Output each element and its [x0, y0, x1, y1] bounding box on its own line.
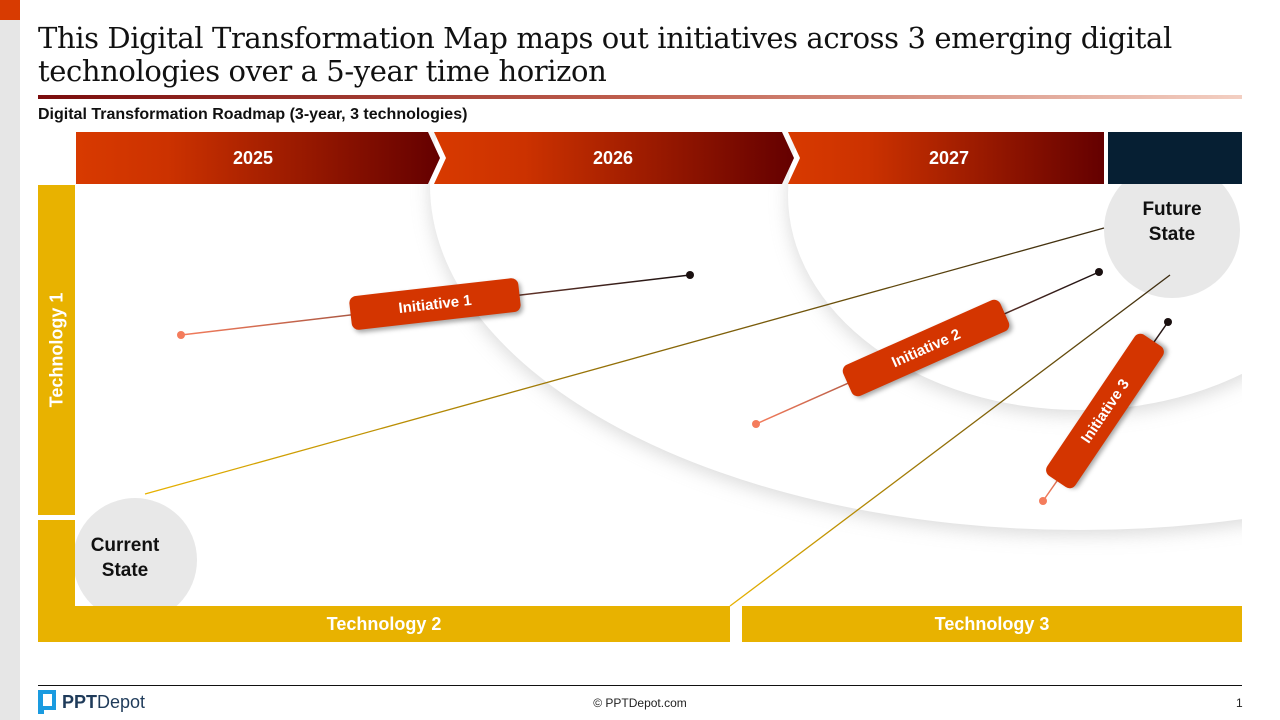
current-to-future-line — [144, 227, 1105, 495]
tech2-to-future-line — [729, 274, 1171, 607]
initiative-2-start-dot — [752, 420, 760, 428]
slide-title: This Digital Transformation Map maps out… — [38, 21, 1172, 88]
pptdepot-logo: PPTDepot — [38, 690, 145, 714]
year-label-2026: 2026 — [592, 147, 634, 168]
slide-accent-square — [0, 0, 20, 20]
year-label-2027: 2027 — [928, 147, 970, 168]
year-chevron-2027 — [788, 132, 1104, 184]
technology-2-band-vertical — [38, 520, 75, 610]
technology-1-band: Technology 1 — [38, 185, 75, 515]
footer-divider — [38, 685, 1242, 686]
technology-2-label: Technology 2 — [326, 613, 442, 634]
logo-mark-icon — [38, 690, 56, 714]
future-header-box — [1108, 132, 1242, 184]
initiative-3-end-dot — [1164, 318, 1172, 326]
current-state-label: Current State — [90, 535, 160, 581]
slide-subtitle: Digital Transformation Roadmap (3-year, … — [38, 106, 468, 123]
page-number: 1 — [1236, 696, 1243, 710]
future-state-circle — [1104, 162, 1240, 298]
technology-3-label: Technology 3 — [934, 613, 1050, 634]
initiative-2-end-dot — [1095, 268, 1103, 276]
current-state-circle — [73, 498, 197, 622]
technology-2-band: Technology 2 — [38, 606, 730, 642]
year-chevron-2025 — [76, 132, 440, 184]
year-label-2025: 2025 — [232, 147, 274, 168]
future-state-label: Future State — [1142, 199, 1202, 245]
initiative-1-start-dot — [177, 331, 185, 339]
technology-1-label: Technology 1 — [46, 292, 66, 408]
initiative-1-end-dot — [686, 271, 694, 279]
footer-copyright: © PPTDepot.com — [593, 696, 687, 710]
year-chevron-2026 — [434, 132, 794, 184]
slide-left-bar — [0, 0, 20, 720]
initiative-3-start-dot — [1039, 497, 1047, 505]
title-divider — [38, 95, 1242, 99]
technology-3-band: Technology 3 — [742, 606, 1242, 642]
